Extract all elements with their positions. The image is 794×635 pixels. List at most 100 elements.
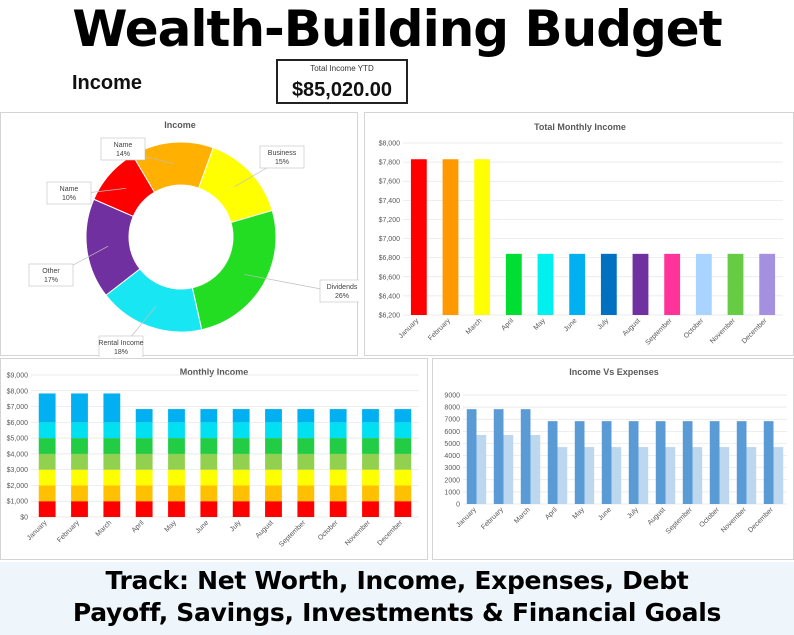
bar-segment [38, 422, 56, 439]
total-monthly-income-chart: Total Monthly Income $6,200 $6,400 $6,600 $6… [379, 122, 783, 347]
ytd-total-box: Total Income YTD $85,020.00 [276, 59, 408, 104]
bar [530, 434, 541, 504]
x-tick-label: December [376, 519, 404, 547]
bar [476, 434, 487, 504]
y-tick-label: 7000 [444, 417, 460, 424]
bar [664, 253, 681, 315]
x-tick-label: February [427, 317, 452, 342]
x-tick-label: October [698, 506, 721, 529]
data-label-box [100, 137, 146, 161]
bar-segment [329, 438, 347, 454]
bar-segment [200, 469, 218, 486]
x-tick-label: August [647, 506, 667, 526]
bar [759, 253, 776, 315]
bar-segment [362, 438, 379, 454]
x-tick-label: August [622, 317, 642, 337]
data-label-box [28, 263, 74, 287]
bar-segment [232, 469, 250, 486]
bar-segment [362, 422, 379, 439]
x-tick-label: September [644, 317, 674, 347]
y-tick-label: $6,600 [379, 274, 401, 281]
slice-percent: 18% [114, 349, 128, 356]
bar-segment [394, 422, 412, 439]
monthly-income-chart-panel: Monthly Income $0 $1,000 $2,000 $3,000 $4,000… [0, 358, 428, 560]
bar-segment [329, 469, 347, 486]
y-tick-label: $0 [20, 515, 28, 522]
total-monthly-income-chart-panel: Total Monthly Income $6,200 $6,400 $6,600 $6… [364, 112, 794, 356]
x-tick-label: January [26, 519, 49, 542]
bar-segment [265, 453, 282, 470]
bar-segment [394, 409, 412, 423]
bar-segment [71, 393, 88, 423]
bar-segment [297, 422, 315, 439]
slice-label: Business [268, 150, 297, 157]
bar-segment [168, 469, 185, 486]
y-tick-label: $1,000 [7, 499, 29, 506]
y-tick-label: $8,000 [7, 388, 29, 395]
bar [682, 421, 693, 504]
bar-segment [103, 453, 121, 470]
slice-label: Rental Income [98, 340, 143, 347]
bar-segment [71, 501, 88, 517]
bar-segment [297, 485, 315, 502]
slice-label: Dividends [327, 284, 358, 291]
x-tick-label: April [544, 506, 559, 521]
footer-line-1: Track: Net Worth, Income, Expenses, Debt [105, 566, 689, 595]
bar-segment [265, 485, 282, 502]
bar-segment [135, 453, 153, 470]
x-tick-label: November [720, 506, 748, 534]
bar-segment [232, 485, 250, 502]
y-tick-label: 4000 [444, 453, 460, 460]
bar-segment [168, 501, 185, 517]
bar-segment [297, 453, 315, 470]
bar [600, 253, 617, 315]
income-vs-expenses-chart: Income Vs Expenses 0 1000 2000 3000 4000 5000 6… [444, 367, 787, 536]
bar-segment [232, 409, 250, 423]
bar-segment [103, 422, 121, 439]
bar [557, 447, 568, 504]
bar-segment [200, 438, 218, 454]
bar-segment [103, 469, 121, 486]
y-tick-label: 6000 [444, 429, 460, 436]
bar-segment [394, 501, 412, 517]
slice-percent: 17% [44, 277, 58, 284]
x-tick-label: November [344, 519, 372, 547]
bar-segment [38, 393, 56, 423]
x-tick-label: September [278, 519, 308, 549]
bar-segment [38, 453, 56, 470]
y-tick-label: $5,000 [7, 436, 29, 443]
x-tick-label: March [465, 317, 484, 336]
slice-label: Other [42, 268, 60, 275]
ytd-label: Total Income YTD [310, 64, 374, 73]
x-tick-label: June [563, 317, 579, 333]
bar [773, 447, 784, 504]
bar-segment [200, 453, 218, 470]
chart-title: Monthly Income [180, 367, 249, 377]
x-tick-label: July [229, 519, 243, 533]
footer-line-2: Payoff, Savings, Investments & Financial… [72, 598, 722, 627]
slice-label: Name [60, 186, 79, 193]
bar-segment [103, 393, 121, 423]
bar [493, 409, 504, 504]
bar-segment [71, 453, 88, 470]
footer-banner: Track: Net Worth, Income, Expenses, Debt… [0, 562, 794, 635]
data-label-box [98, 335, 144, 357]
x-tick-label: November [709, 317, 737, 345]
data-label-box [259, 145, 305, 169]
x-tick-label: January [398, 317, 421, 340]
x-tick-label: April [500, 317, 515, 332]
bar-segment [168, 438, 185, 454]
bar-segment [38, 438, 56, 454]
bar [611, 447, 622, 504]
bar-segment [135, 409, 153, 423]
bar-segment [103, 485, 121, 502]
slice-label: Name [114, 142, 133, 149]
bar-segment [265, 438, 282, 454]
bar-segment [200, 422, 218, 439]
y-tick-label: $3,000 [7, 467, 29, 474]
chart-title: Income [164, 120, 196, 130]
slice-percent: 26% [335, 293, 349, 300]
y-tick-label: 2000 [444, 477, 460, 484]
bar [736, 421, 747, 504]
x-tick-label: March [513, 506, 532, 525]
